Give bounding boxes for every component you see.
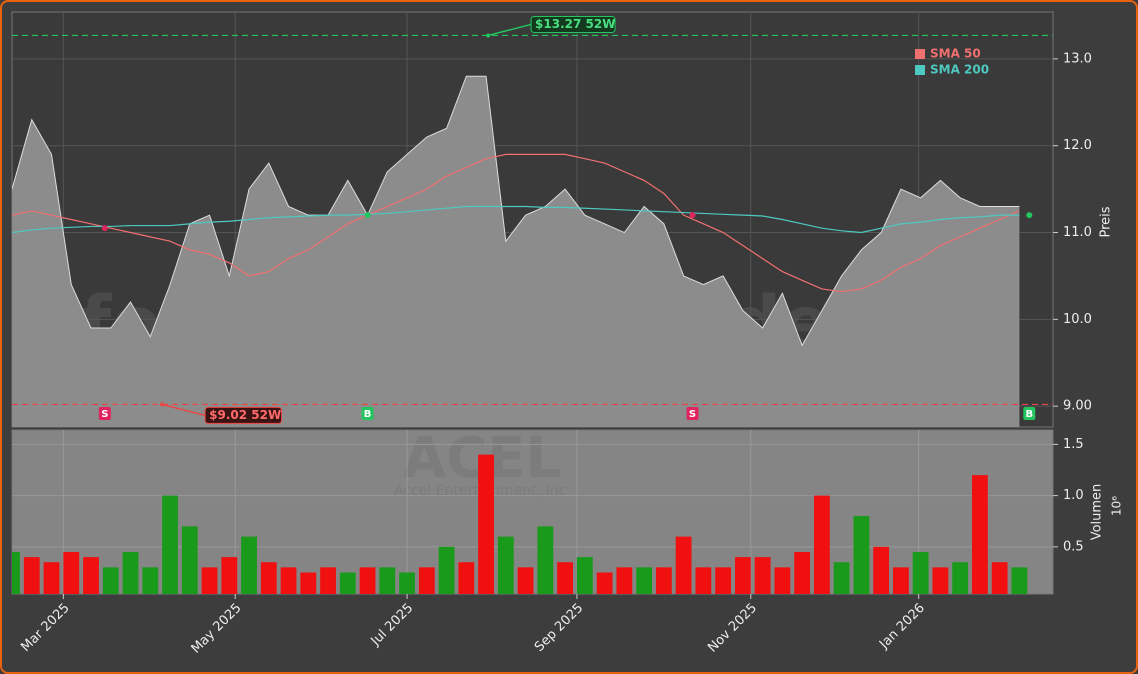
volume-bar (320, 567, 336, 594)
y-axis-label: Volumen (1090, 484, 1105, 541)
signal-point (101, 225, 108, 232)
volume-bar (102, 567, 119, 594)
volume-bar (794, 551, 811, 594)
volume-bar (813, 495, 830, 594)
volume-bar (458, 562, 475, 594)
volume-bar (734, 557, 751, 594)
volume-bar (557, 562, 573, 594)
price-line (12, 75, 1020, 347)
annotation-arrow (487, 23, 532, 37)
volume-bar (952, 562, 969, 594)
volume-bar (142, 567, 159, 594)
volume-bar (537, 526, 554, 594)
annotation-label: $9.02 52W (209, 408, 281, 422)
y-tick-label: 12.0 (1063, 138, 1092, 153)
sma-line (12, 153, 1020, 293)
signal-point (1026, 212, 1033, 219)
volume-bar (438, 546, 455, 594)
y-tick-label: 1.0 (1063, 488, 1084, 503)
volume-plot: ACELAccel Entertainment, Inc (12, 430, 1053, 594)
volume-bar (339, 572, 356, 594)
volume-bar (576, 557, 593, 594)
signal-label: B (1025, 409, 1033, 420)
volume-bar (517, 567, 534, 594)
volume-bar (418, 567, 435, 594)
price-area (12, 76, 1020, 427)
signal-badge (98, 407, 111, 420)
legend-swatch (915, 49, 925, 59)
volume-bar (300, 572, 317, 594)
annotation-arrow (161, 403, 206, 417)
volume-bar (596, 572, 613, 594)
volume-bar (497, 536, 514, 594)
volume-bar (754, 557, 771, 594)
y-tick-label: 10.0 (1063, 312, 1092, 327)
price-plot: forexsignale.trade (12, 12, 1053, 427)
volume-bar (260, 562, 277, 594)
volume-bar (241, 536, 257, 594)
volume-bar (616, 567, 633, 594)
annotation-box (204, 406, 283, 424)
volume-bar (23, 557, 40, 594)
volume-bar (181, 526, 198, 594)
signal-label: S (689, 409, 696, 420)
volume-bar (636, 567, 653, 594)
volume-bar (399, 572, 415, 594)
y-axis-scale: 10⁶ (1110, 496, 1124, 516)
y-axis-label: Preis (1099, 206, 1114, 237)
volume-bar (833, 562, 850, 594)
volume-bar (359, 567, 376, 594)
volume-bar (655, 567, 672, 594)
annotation-label: $13.27 52W (535, 17, 615, 31)
volume-bar (63, 551, 80, 594)
volume-bar (873, 546, 890, 594)
volume-bar (892, 567, 909, 594)
volume-bar (201, 567, 218, 594)
volume-bar (774, 567, 791, 594)
signal-badge (1023, 407, 1036, 420)
volume-bar (972, 475, 988, 594)
volume-bar (12, 551, 20, 594)
signal-label: B (364, 409, 372, 420)
signal-point (689, 212, 696, 219)
volume-bar (83, 557, 99, 594)
signal-badge (686, 407, 699, 420)
y-tick-label: 11.0 (1063, 225, 1092, 240)
y-tick-label: 13.0 (1063, 51, 1092, 66)
volume-bar (478, 454, 494, 594)
legend-label: SMA 50 (930, 47, 981, 61)
signal-point (364, 212, 371, 219)
volume-bar (991, 562, 1008, 594)
annotation-point (160, 402, 165, 407)
y-tick-label: 0.5 (1063, 539, 1084, 554)
volume-bar (122, 551, 139, 594)
volume-bar (1011, 567, 1028, 594)
legend-swatch (915, 65, 925, 75)
volume-bar (715, 567, 732, 594)
sma-line (12, 205, 1020, 234)
signal-label: S (101, 409, 108, 420)
volume-bar (162, 495, 178, 594)
legend-label: SMA 200 (930, 63, 989, 77)
annotation-point (486, 33, 491, 38)
volume-bar (43, 562, 60, 594)
volume-bar (695, 567, 712, 594)
volume-bar (379, 567, 396, 594)
volume-bar (221, 557, 238, 594)
volume-bar (853, 516, 870, 594)
volume-bar (675, 536, 692, 594)
annotation-box (530, 15, 616, 33)
y-tick-label: 1.5 (1063, 437, 1084, 452)
volume-bar (932, 567, 949, 594)
volume-bar (280, 567, 297, 594)
y-tick-label: 9.00 (1063, 399, 1092, 414)
volume-bar (912, 551, 929, 594)
signal-badge (361, 407, 374, 420)
